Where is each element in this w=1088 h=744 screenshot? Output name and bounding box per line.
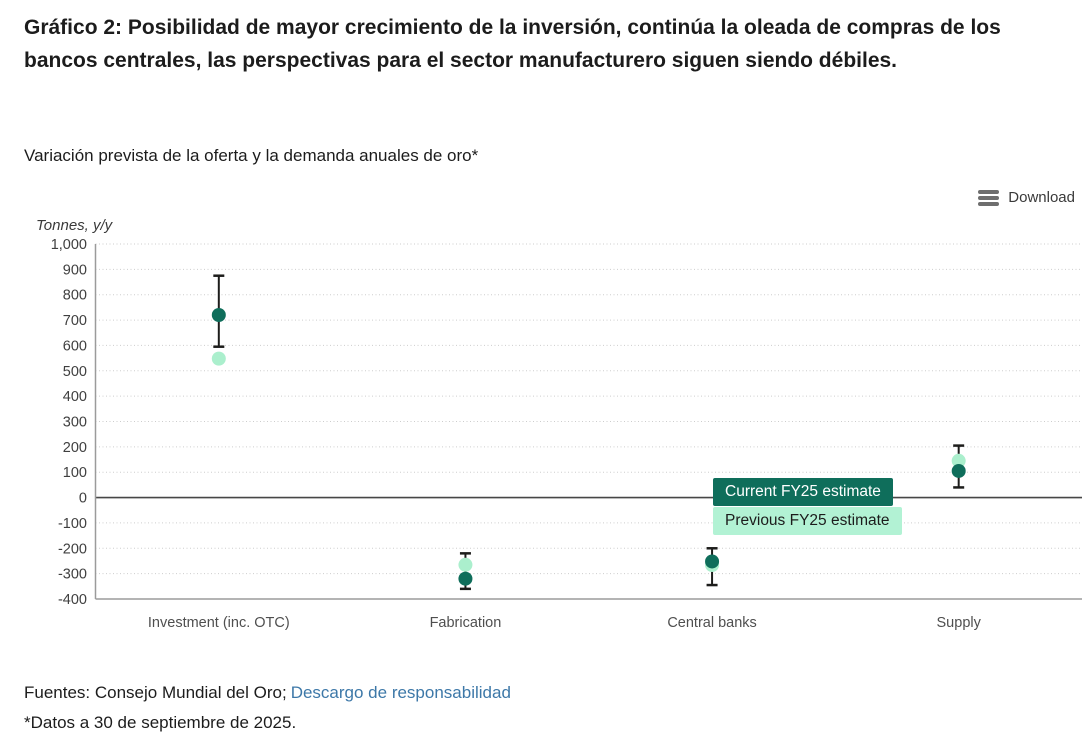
sources-text: Fuentes: Consejo Mundial del Oro;	[24, 683, 287, 702]
hamburger-menu-icon	[978, 189, 1000, 206]
disclaimer-link[interactable]: Descargo de responsabilidad	[290, 683, 511, 702]
data-point-previous[interactable]	[458, 557, 473, 572]
legend-item-previous-fy25[interactable]: Previous FY25 estimate	[713, 507, 902, 535]
chart-title: Gráfico 2: Posibilidad de mayor crecimie…	[24, 16, 1001, 72]
y-tick-label: -200	[58, 541, 87, 557]
data-point-current[interactable]	[705, 554, 720, 569]
y-tick-label: -400	[58, 592, 87, 608]
y-tick-label: 700	[63, 313, 87, 329]
y-tick-label: 500	[63, 364, 87, 380]
data-point-current[interactable]	[951, 463, 966, 478]
y-tick-label: 800	[63, 288, 87, 304]
data-point-current[interactable]	[458, 571, 473, 586]
y-tick-label: 600	[63, 338, 87, 354]
data-point-previous[interactable]	[951, 453, 966, 468]
sources-line: Fuentes: Consejo Mundial del Oro; Descarg…	[24, 678, 511, 708]
data-point-current[interactable]	[211, 308, 226, 322]
x-category-label: Supply	[937, 615, 982, 631]
download-button[interactable]: Download	[978, 189, 1075, 206]
data-point-previous[interactable]	[211, 351, 226, 366]
x-category-label: Fabrication	[430, 615, 502, 631]
y-tick-label: 0	[79, 491, 87, 507]
y-tick-label: 1,000	[51, 237, 87, 253]
y-tick-label: 100	[63, 465, 87, 481]
chart-area: 1,000 900 800 700 600 500 400 300 200 100 0 -100 -20…	[0, 208, 1088, 658]
legend-item-current-fy25[interactable]: Current FY25 estimate	[713, 478, 893, 506]
y-tick-label: 400	[63, 389, 87, 405]
download-label: Download	[1008, 189, 1075, 206]
x-category-label: Central banks	[667, 615, 756, 631]
y-tick-label: 900	[63, 262, 87, 278]
chart-canvas: 1,000 900 800 700 600 500 400 300 200 100 0 -100 -20…	[51, 237, 1082, 631]
y-tick-label: 200	[63, 440, 87, 456]
y-tick-label: -100	[58, 516, 87, 532]
y-tick-label: -300	[58, 567, 87, 583]
chart-subtitle: Variación prevista de la oferta y la dem…	[24, 146, 479, 165]
chart-legend: Current FY25 estimate Previous FY25 esti…	[713, 478, 902, 536]
x-category-label: Investment (inc. OTC)	[148, 615, 290, 631]
footnote-text: *Datos a 30 de septiembre de 2025.	[24, 712, 297, 732]
footer: Fuentes: Consejo Mundial del Oro; Descarg…	[24, 678, 511, 738]
y-axis-title: Tonnes, y/y	[36, 217, 113, 234]
y-tick-label: 300	[63, 415, 87, 431]
